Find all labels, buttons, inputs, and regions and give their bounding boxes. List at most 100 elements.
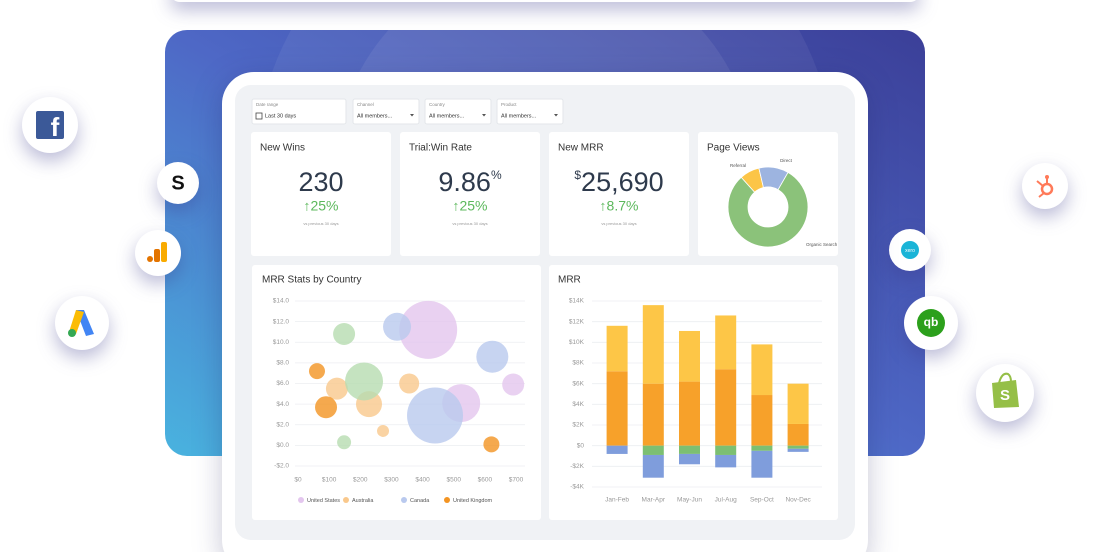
- stripe-logo: S: [171, 172, 184, 194]
- filter-dropdown[interactable]: [424, 98, 492, 125]
- y-tick-label: -$4K: [570, 484, 584, 491]
- y-tick-label: $14.0: [273, 298, 290, 305]
- legend-label: Australia: [352, 498, 374, 504]
- hubspot-icon: [1022, 163, 1068, 209]
- bar-segment: [679, 445, 700, 454]
- legend-swatch: [298, 497, 304, 503]
- legend-label: Canada: [410, 498, 430, 504]
- y-tick-label: $12K: [569, 318, 585, 325]
- bubble: [345, 362, 384, 401]
- y-tick-label: $6K: [572, 380, 584, 387]
- legend-swatch: [444, 497, 450, 503]
- kpi-note: vs previous 30 days: [601, 221, 636, 226]
- bar-segment: [751, 395, 773, 446]
- y-tick-label: -$2.0: [274, 463, 289, 470]
- x-tick-label: Mar-Apr: [642, 497, 666, 504]
- kpi-title: New MRR: [558, 143, 604, 154]
- dashboard: Date range Last 30 days Channel All members…: [251, 98, 838, 520]
- quickbooks-icon: qb: [904, 296, 958, 350]
- xero-logo: xero: [905, 248, 915, 254]
- legend-label: United Kingdom: [453, 498, 493, 504]
- bubble: [333, 323, 356, 345]
- legend-swatch: [401, 497, 407, 503]
- xero-icon: xero: [889, 229, 931, 271]
- filter-value: All members...: [501, 113, 537, 119]
- shopify-icon: S: [976, 364, 1034, 422]
- y-tick-label: $6.0: [276, 380, 289, 387]
- bar-segment: [715, 369, 737, 446]
- kpi-value: 9.86%: [438, 167, 502, 197]
- bar-segment: [787, 383, 809, 424]
- bubble: [315, 396, 338, 419]
- facebook-icon: f: [22, 97, 78, 153]
- y-tick-label: $8.0: [276, 360, 289, 367]
- x-tick-label: $300: [384, 477, 399, 484]
- filter-dropdown[interactable]: [251, 98, 347, 125]
- card: [251, 132, 391, 256]
- chart-title: MRR: [558, 275, 581, 286]
- filter-label: Channel: [357, 102, 374, 107]
- donut-label: Direct: [780, 158, 793, 163]
- y-tick-label: $0: [577, 442, 585, 449]
- bar-segment: [715, 445, 737, 455]
- bar-segment: [715, 315, 737, 370]
- legend-label: United States: [307, 498, 340, 504]
- y-tick-label: $4.0: [276, 401, 289, 408]
- y-tick-label: $2K: [572, 422, 584, 429]
- x-tick-label: $500: [446, 477, 461, 484]
- kpi-number: 9.86: [438, 167, 491, 197]
- dropdown-arrow: [482, 114, 486, 117]
- bar-segment: [679, 330, 700, 382]
- bubble: [476, 340, 509, 373]
- y-tick-label: -$2K: [570, 463, 584, 470]
- bar-segment: [751, 344, 773, 396]
- filter-dropdown[interactable]: [496, 98, 564, 125]
- bar-segment: [642, 383, 664, 446]
- kpi-note: vs previous 30 days: [303, 221, 338, 226]
- bubble: [325, 377, 348, 400]
- bubble: [483, 436, 500, 453]
- calendar-icon: [255, 112, 263, 120]
- bar-segment: [606, 325, 628, 372]
- bubble: [337, 435, 352, 450]
- kpi-prefix: $: [574, 168, 581, 182]
- y-tick-label: $4K: [572, 401, 584, 408]
- filter-label: Product: [501, 102, 517, 107]
- quickbooks-logo: qb: [924, 315, 939, 329]
- kpi-number: 230: [298, 167, 343, 197]
- donut-label: Referral: [730, 163, 746, 168]
- kpi-number: 25,690: [581, 167, 664, 197]
- y-tick-label: $12.0: [273, 318, 290, 325]
- shopify-logo: S: [1000, 387, 1010, 404]
- card: [400, 132, 540, 256]
- kpi-title: New Wins: [260, 143, 305, 154]
- y-tick-label: $0.0: [276, 442, 289, 449]
- kpi-change: ↑25%: [303, 198, 338, 214]
- bar-segment: [787, 423, 809, 446]
- bubble: [308, 363, 325, 380]
- bar-segment: [606, 445, 628, 454]
- bar-segment: [642, 454, 664, 478]
- bar-segment: [679, 381, 700, 446]
- stripe-icon: S: [157, 162, 199, 204]
- card: [549, 132, 689, 256]
- x-tick-label: $200: [353, 477, 368, 484]
- x-tick-label: May-Jun: [677, 497, 702, 504]
- kpi-suffix: %: [491, 168, 502, 182]
- bar-segment: [715, 454, 737, 468]
- x-tick-label: Nov-Dec: [785, 497, 811, 504]
- filter-dropdown[interactable]: [352, 98, 420, 125]
- y-tick-label: $8K: [572, 360, 584, 367]
- donut-slice: [758, 166, 789, 191]
- bar-segment: [642, 445, 664, 455]
- kpi-value: $25,690: [574, 167, 663, 197]
- bar-segment: [679, 453, 700, 465]
- dropdown-arrow: [554, 114, 558, 117]
- bar-segment: [787, 448, 809, 452]
- bar-segment: [751, 450, 773, 478]
- bar-segment: [751, 445, 773, 451]
- kpi-change: ↑25%: [452, 198, 487, 214]
- x-tick-label: $600: [478, 477, 493, 484]
